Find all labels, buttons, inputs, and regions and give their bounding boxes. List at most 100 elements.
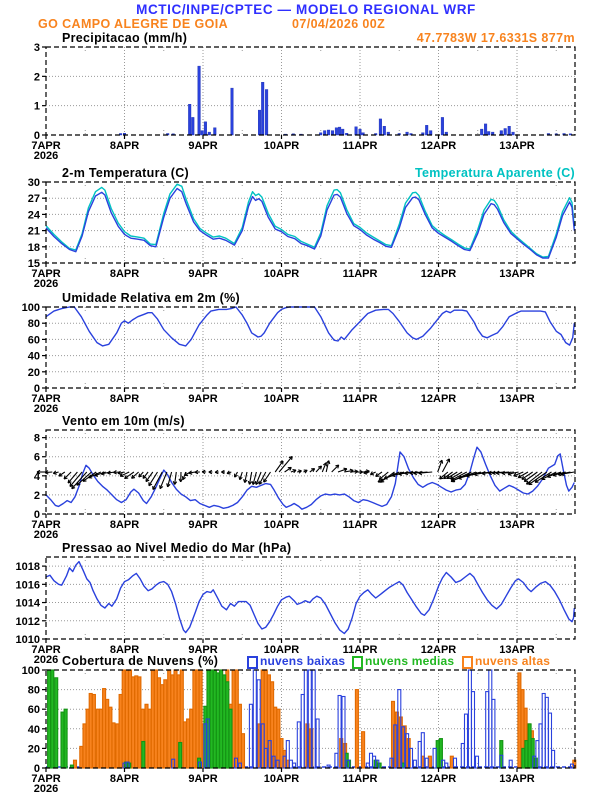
y-tick-label: 1016: [16, 579, 40, 591]
cloud-bar: [361, 731, 366, 769]
plot-frame: [45, 306, 576, 389]
precip-bar: [213, 127, 217, 136]
cloud-bar: [521, 747, 526, 769]
legend-box-mid-clouds-icon: [352, 656, 363, 669]
precip-bar: [382, 125, 386, 136]
cloud-bar: [209, 669, 214, 769]
cloud-bar: [156, 677, 162, 769]
wind-vector-icon: [119, 471, 130, 477]
y-tick-label: 1010: [16, 634, 40, 646]
x-tick-label: 12APR: [421, 773, 457, 785]
wind-vector-icon: [439, 471, 449, 480]
wind-vector-icon: [321, 462, 327, 473]
cloud-bar: [54, 677, 59, 769]
precip-bar: [258, 109, 262, 136]
y-tick-label: 80: [28, 685, 40, 697]
y-tick-label: 60: [28, 704, 40, 716]
y-tick-label: 3: [34, 42, 40, 54]
cloud-bar: [137, 676, 142, 769]
y-tick-label: 1: [34, 101, 40, 113]
cloud-bar: [296, 721, 301, 769]
cloud-bar: [173, 669, 178, 769]
cloud-bar: [551, 749, 556, 769]
y-tick-label: 1014: [16, 598, 41, 610]
y-tick-label: 1018: [16, 561, 40, 573]
cloud-bar: [538, 723, 543, 769]
panel-title-apparent-temperature: Temperatura Aparente (C): [414, 166, 575, 180]
x-tick-label: 7APR: [31, 644, 60, 656]
precip-bar: [503, 128, 507, 136]
precip-bar: [230, 87, 234, 136]
y-tick-label: 20: [28, 367, 40, 379]
cloud-bar: [252, 669, 257, 769]
precip-bar: [345, 132, 349, 136]
cloud-bar: [408, 747, 414, 769]
x-tick-label: 13APR: [499, 519, 535, 531]
precip-bar: [507, 125, 511, 136]
wind-vector-icon: [501, 471, 514, 474]
series-line: [45, 187, 575, 259]
cloud-bar: [115, 723, 120, 769]
precip-bar: [440, 117, 444, 136]
cloud-bar: [141, 740, 146, 769]
wind-vector-icon: [117, 471, 125, 474]
cloud-bar: [233, 757, 239, 769]
cloud-bar: [170, 674, 175, 769]
x-tick-label: 13APR: [499, 140, 535, 152]
cloud-bar: [163, 679, 168, 769]
plot-frame: [45, 181, 576, 264]
precip-bar: [197, 65, 201, 136]
wind-vector-icon: [513, 471, 524, 477]
precip-bar: [354, 126, 358, 136]
x-axis-year-label: 2026: [34, 278, 58, 290]
wind-vector-icon: [94, 471, 106, 477]
run-datetime: 07/04/2026 00Z: [292, 17, 386, 31]
wind-vector-icon: [560, 471, 575, 475]
wind-vector-icon: [337, 468, 348, 473]
series-line: [45, 183, 575, 258]
precip-bar: [327, 129, 331, 136]
wind-vector-icon: [441, 458, 450, 473]
x-tick-label: 9APR: [188, 519, 217, 531]
panel-title-temperature: 2-m Temperatura (C): [62, 166, 190, 180]
x-axis-year-label: 2026: [34, 654, 58, 666]
y-tick-label: 100: [22, 665, 40, 677]
y-tick-label: 1012: [16, 616, 40, 628]
x-tick-label: 8APR: [110, 140, 139, 152]
wind-vector-icon: [63, 471, 72, 480]
cloud-bar: [346, 759, 351, 769]
x-tick-label: 11APR: [343, 773, 378, 785]
y-tick-label: 24: [28, 209, 41, 221]
x-tick-label: 12APR: [421, 393, 457, 405]
precip-bar: [319, 132, 323, 136]
precip-bar: [323, 130, 327, 136]
cloud-bar: [569, 763, 575, 769]
wind-vector-icon: [350, 470, 358, 473]
wind-vector-icon: [244, 471, 248, 483]
x-tick-label: 7APR: [31, 268, 60, 280]
series-line: [45, 446, 575, 510]
x-tick-label: 10APR: [264, 393, 300, 405]
panel-title-humidity: Umidade Relativa em 2m (%): [62, 291, 240, 305]
y-tick-label: 4: [34, 471, 41, 483]
wind-vector-icon: [142, 471, 149, 479]
precip-bar: [119, 133, 123, 136]
cloud-bar: [276, 708, 281, 769]
plot-frame: [45, 46, 576, 136]
precip-bar: [480, 128, 484, 136]
series-line: [45, 306, 575, 347]
x-axis-year-label: 2026: [34, 150, 58, 162]
y-tick-label: 0: [34, 509, 40, 521]
cloud-bar: [488, 669, 493, 769]
cloud-bar: [182, 721, 187, 769]
y-tick-label: 80: [28, 318, 40, 330]
cloud-bar: [147, 708, 152, 769]
cloud-bar: [315, 718, 320, 769]
y-tick-label: 18: [28, 242, 40, 254]
precip-bar: [484, 123, 488, 136]
y-tick-label: 60: [28, 334, 40, 346]
wind-vector-icon: [378, 471, 389, 480]
cloud-bar: [47, 669, 52, 769]
legend-box-high-clouds-icon: [462, 656, 473, 669]
